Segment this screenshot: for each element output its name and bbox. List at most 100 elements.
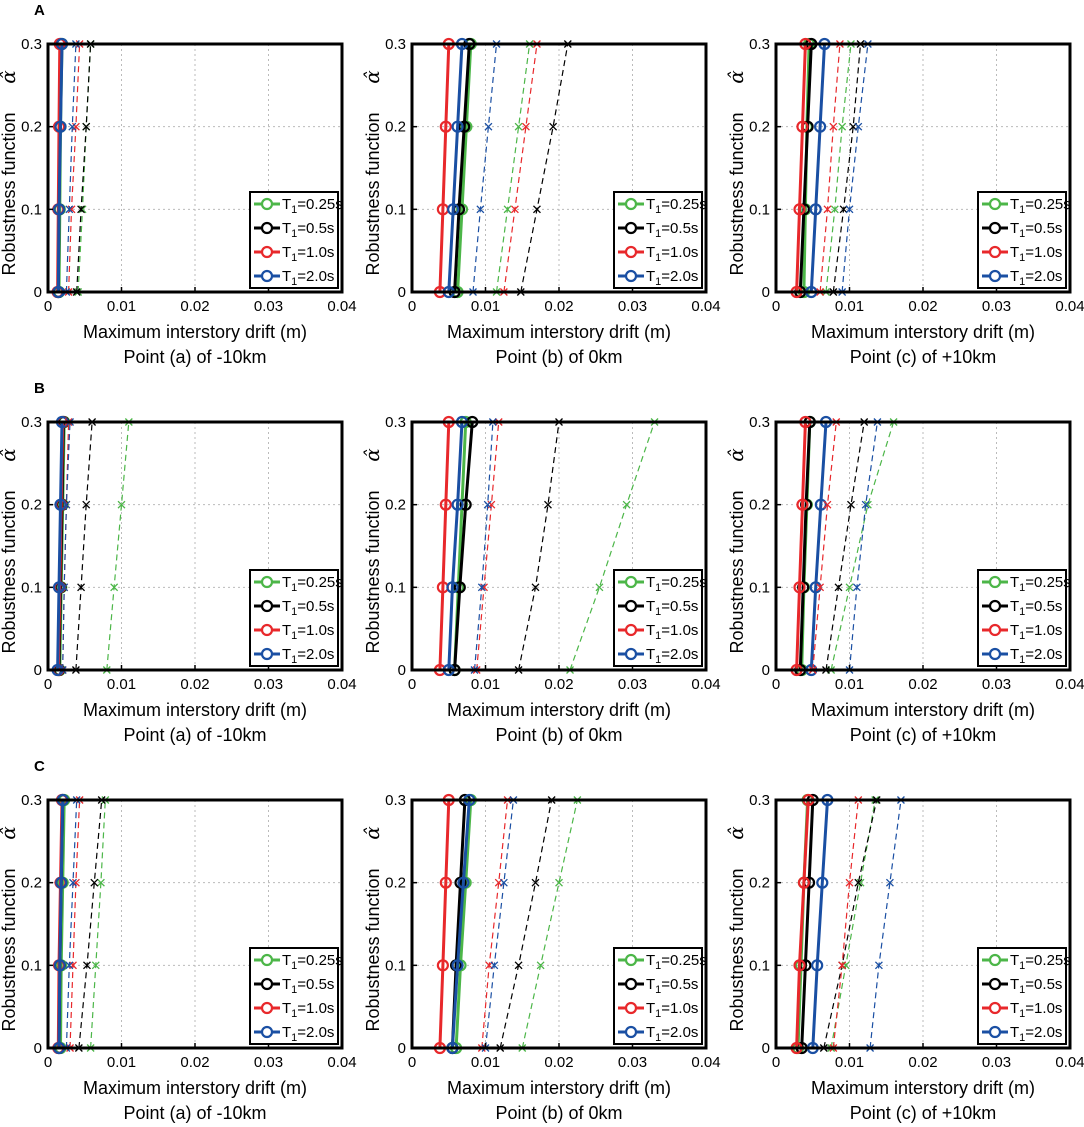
series-marker-circle [451,498,464,511]
panel-subtitle: Point (a) of -10km [123,347,266,367]
series-marker-cross [90,878,99,887]
chart-panel-9: 0 0.01 0.02 0.03 0.04 0 0.1 0.2 0.3 Maximum inter… [724,792,1084,1123]
series-marker-cross [885,878,894,887]
y-tick-label: 0.2 [749,497,770,514]
series-line-solid [56,43,64,293]
series-line-solid [800,799,815,1049]
legend-marker [624,599,638,613]
series-marker-cross [861,500,870,509]
chart-panel-6: 0 0.01 0.02 0.03 0.04 0 0.1 0.2 0.3 Maximum inter… [724,414,1084,745]
series-line-solid [456,43,473,293]
x-axis-label: Maximum interstory drift (m) [83,700,307,720]
y-tick-label: 0.3 [385,414,406,431]
x-tick-label: 0 [408,298,416,315]
series-marker-cross [71,878,80,887]
legend-marker [260,1025,274,1039]
series-line-dashed [499,799,553,1049]
y-axis-symbol: α̂ [360,448,384,462]
y-tick-label: 0 [762,284,770,301]
x-tick-label: 0.04 [691,676,720,693]
x-tick-label: 0.04 [1055,676,1084,693]
series-marker-cross [521,122,530,131]
legend-label: T1=0.5s [646,598,698,618]
legend-marker [988,221,1002,235]
legend-marker [624,953,638,967]
legend-label: T1=1.0s [646,622,698,642]
x-axis-label: Maximum interstory drift (m) [447,322,671,342]
series-marker-circle [55,876,68,889]
series-line-dashed [76,43,92,293]
x-tick-label: 0 [44,298,52,315]
legend-marker [624,269,638,283]
y-tick-label: 0.1 [21,201,42,218]
y-axis-symbol: α̂ [724,70,748,84]
y-axis-symbol: α̂ [724,448,748,462]
y-tick-label: 0.2 [385,497,406,514]
series-line-dashed [481,799,509,1049]
x-tick-label: 0.02 [544,1054,573,1071]
series-line-solid [438,799,451,1049]
legend-label: T1=0.25s [646,952,707,972]
series-marker-cross [499,878,508,887]
series-marker-cross [514,961,523,970]
legend-marker [624,647,638,661]
series-marker-cross [483,500,492,509]
y-axis-symbol: α̂ [360,70,384,84]
series-marker-cross [838,122,847,131]
series-line-dashed [520,43,569,293]
series-line-dashed [106,421,130,671]
legend-label: T1=0.5s [282,220,334,240]
panel-subtitle: Point (c) of +10km [850,1103,997,1123]
series-line-dashed [65,799,78,1049]
series-marker-circle [811,959,824,972]
chart-panel-8: 0 0.01 0.02 0.03 0.04 0 0.1 0.2 0.3 Maximum inter… [360,792,721,1123]
legend-marker [624,1001,638,1015]
y-tick-label: 0 [34,284,42,301]
legend-marker [260,245,274,259]
series-marker-circle [457,876,470,889]
series-line-dashed [484,799,514,1049]
row-label-c: C [34,758,45,775]
y-tick-label: 0 [34,1040,42,1057]
series-marker-circle [814,498,827,511]
series-line-dashed [90,799,106,1049]
legend-marker [988,1001,1002,1015]
y-tick-label: 0 [762,662,770,679]
y-tick-label: 0 [762,1040,770,1057]
series-marker-cross [514,122,523,131]
legend-label: T1=2.0s [1010,646,1062,666]
series-marker-cross [595,583,604,592]
series-marker-cross [854,878,863,887]
series-line-solid [57,799,65,1049]
y-tick-label: 0.2 [385,875,406,892]
x-axis-label: Maximum interstory drift (m) [447,700,671,720]
x-tick-label: 0.01 [835,1054,864,1071]
legend-marker [624,197,638,211]
legend-label: T1=0.25s [282,952,343,972]
y-tick-label: 0.1 [749,579,770,596]
panel-subtitle: Point (a) of -10km [123,725,266,745]
y-axis-label: Robustness function [363,490,383,653]
y-axis-symbol: α̂ [360,826,384,840]
x-tick-label: 0.01 [471,1054,500,1071]
series-marker-circle [52,203,66,216]
series-line-dashed [869,799,902,1049]
legend-marker [988,575,1002,589]
legend-label: T1=2.0s [646,646,698,666]
series-marker-circle [439,876,452,889]
series-marker-circle [446,581,459,594]
series-marker-cross [60,583,69,592]
series-marker-circle [816,876,829,889]
legend-marker [260,953,274,967]
series-line-dashed [848,421,878,671]
legend-label: T1=0.25s [1010,952,1071,972]
series-line-solid [450,799,471,1049]
series-marker-circle [793,959,806,972]
series-line-dashed [503,43,538,293]
y-tick-label: 0.2 [749,119,770,136]
series-line-solid [811,799,829,1049]
series-marker-cross [490,961,499,970]
y-axis-label: Robustness function [727,112,747,275]
x-tick-label: 0.01 [107,298,136,315]
legend-marker [624,575,638,589]
